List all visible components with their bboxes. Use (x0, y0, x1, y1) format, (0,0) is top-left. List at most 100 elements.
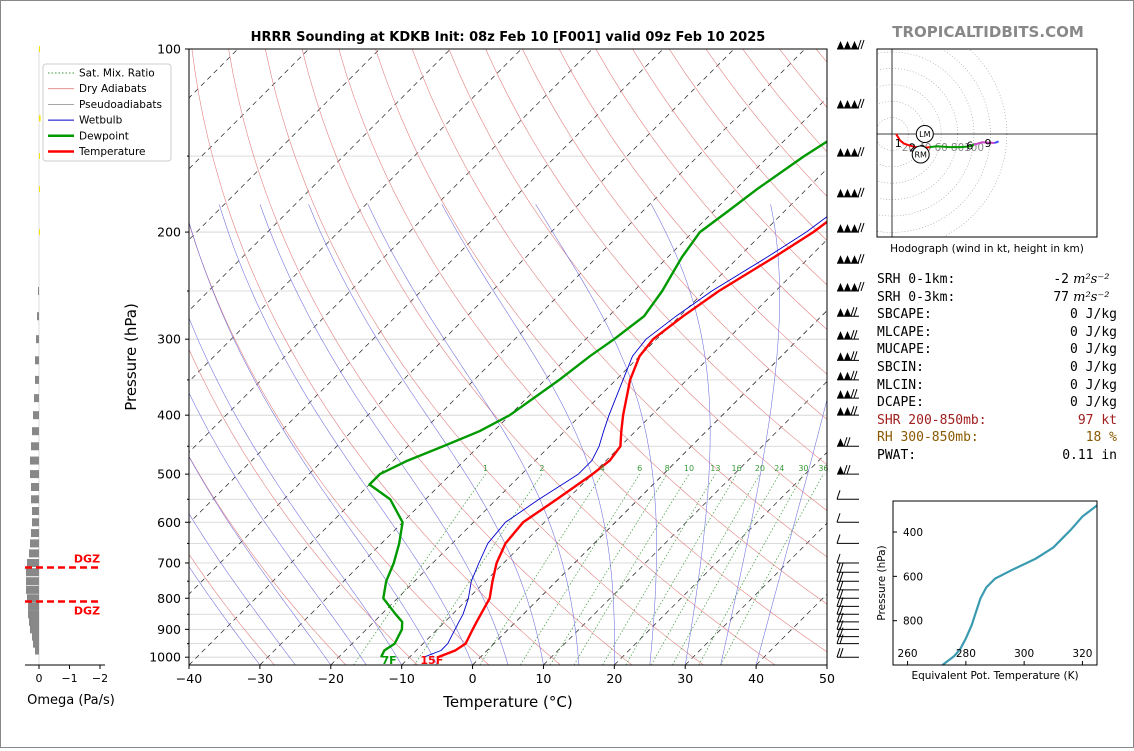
pseudoadiabat (189, 566, 261, 665)
omega-bar (32, 518, 39, 527)
param-row: PWAT: 0.11 in (877, 447, 1117, 465)
legend-label: Wetbulb (79, 115, 123, 127)
wind-barb (836, 580, 859, 591)
omega-bar (26, 577, 39, 586)
wind-barb (836, 490, 859, 500)
theta-e-line (941, 504, 1098, 666)
mixing-ratio-label: 8 (665, 464, 670, 473)
hodograph-ring-label: 60 (935, 142, 948, 154)
theta-e-panel: 260 280 300 320 400 600 800 (893, 504, 1098, 666)
dry-adiabat (448, 49, 827, 511)
y-axis-label: Pressure (hPa) (122, 303, 140, 411)
hodograph: 2040608010012369LMRM (877, 49, 1097, 237)
param-label: MUCAPE: (877, 342, 932, 358)
param-row: MUCAPE: 0 J/kg (877, 341, 1117, 359)
omega-bar (39, 115, 41, 122)
wind-barb (837, 464, 859, 475)
hodograph-segment (929, 143, 975, 149)
omega-bar (29, 549, 39, 558)
mixing-ratio-line (520, 473, 640, 665)
mixing-ratio-label: 6 (637, 464, 642, 473)
y-tick-label: 300 (157, 332, 181, 347)
x-tick-label: 50 (819, 671, 835, 686)
omega-bar (33, 639, 39, 648)
param-label: RH 300-850mb: (877, 430, 979, 446)
omega-bar (32, 507, 39, 516)
y-tick-label: 500 (157, 467, 181, 482)
mixing-ratio-label: 1 (483, 464, 488, 473)
pseudoadiabat (259, 204, 509, 665)
x-tick-label: −20 (318, 671, 344, 686)
y-tick-label: 200 (157, 225, 181, 240)
y-tick-label: 400 (157, 408, 181, 423)
omega-bar (26, 568, 39, 577)
pseudoadiabat (218, 204, 473, 665)
omega-bar (30, 456, 39, 465)
theta-e-x-tick-label: 280 (956, 648, 976, 660)
omega-tick-label: −1 (61, 672, 77, 685)
x-tick-label: −10 (388, 671, 414, 686)
wind-barb (836, 534, 859, 544)
param-value: 18 % (1085, 430, 1117, 446)
omega-bar (28, 602, 39, 611)
param-row: SBCAPE: 0 J/kg (877, 306, 1117, 324)
dry-adiabat (228, 49, 633, 665)
skewt-background (189, 49, 827, 665)
y-tick-label: 700 (157, 555, 181, 570)
isotherm (189, 49, 806, 665)
isotherm (543, 380, 827, 665)
mixing-ratio-label: 10 (684, 464, 694, 473)
mixing-ratio-label: 24 (774, 464, 784, 473)
param-value: 97 kt (1077, 412, 1117, 428)
legend-label: Pseudoadiabats (79, 99, 162, 111)
y-tick-label: 900 (157, 622, 181, 637)
omega-bar (38, 287, 39, 296)
dry-adiabat (595, 49, 827, 330)
param-value: 0 J/kg (1070, 359, 1117, 375)
isotherm (189, 49, 735, 595)
wind-barb (836, 563, 859, 573)
series-dewpoint (368, 140, 827, 658)
omega-bar (35, 646, 39, 655)
omega-bar (33, 411, 39, 420)
mixing-ratio-line (353, 473, 486, 665)
hodograph-segment (994, 140, 999, 144)
omega-bar (30, 470, 39, 479)
isotherm (401, 239, 827, 665)
dry-adiabat (189, 348, 418, 665)
omega-bar (31, 442, 39, 451)
pseudoadiabat (189, 317, 402, 665)
parameters-table: SRH 0-1km: -2 m²s⁻² SRH 0-3km: 77 m²s⁻² SBCA… (877, 271, 1117, 465)
wind-barb (836, 605, 859, 615)
param-row: RH 300-850mb: 18 % (877, 429, 1117, 447)
y-tick-label: 600 (157, 515, 181, 530)
param-row: SBCIN: 0 J/kg (877, 359, 1117, 377)
dgz-label: DGZ (74, 605, 100, 618)
hodograph-segment (973, 141, 995, 146)
pseudoadiabat (189, 456, 332, 665)
theta-e-y-tick-label: 600 (903, 571, 923, 583)
dry-adiabat (189, 222, 490, 665)
watermark: TROPICALTIDBITS.COM (892, 23, 1084, 41)
omega-bar (39, 229, 40, 236)
param-value: 0 J/kg (1070, 377, 1117, 393)
hodograph-height-label: 1 (895, 137, 902, 150)
param-row: SRH 0-1km: -2 m²s⁻² (877, 271, 1117, 289)
legend-label: Temperature (78, 146, 146, 158)
wind-barbs (826, 39, 865, 665)
param-label: SRH 0-1km: (877, 272, 956, 287)
dry-adiabat (338, 49, 827, 653)
mixing-ratio-line (414, 473, 543, 665)
x-tick-label: 40 (748, 671, 764, 686)
wind-barb (836, 513, 859, 523)
param-unit: m²s⁻² (1069, 289, 1110, 305)
theta-e-xlabel: Equivalent Pot. Temperature (K) (911, 670, 1078, 682)
omega-bar (30, 539, 39, 548)
param-value: 77 (1053, 289, 1069, 305)
series-wetbulb (423, 216, 827, 658)
hodograph-marker (915, 125, 934, 143)
hodograph-marker-label: RM (914, 151, 927, 160)
param-value: 0 J/kg (1070, 324, 1117, 340)
